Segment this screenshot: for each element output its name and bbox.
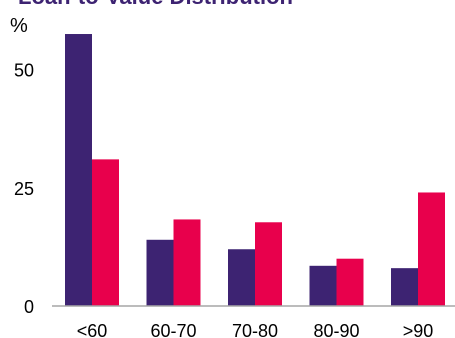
bar-series-1-cat-3: [336, 258, 364, 306]
bar-series-1-cat-0: [92, 159, 119, 306]
chart-title: Loan-to-Value Distribution: [18, 0, 293, 9]
y-tick-labels: 0 25 50: [14, 61, 34, 318]
x-tick-label-1: 60-70: [150, 321, 196, 338]
y-tick-label-1: 25: [14, 179, 34, 199]
x-tick-label-3: 80-90: [313, 321, 359, 338]
y-tick-label-0: 0: [24, 297, 34, 317]
bar-series-1-cat-4: [418, 192, 445, 306]
bar-series-0-cat-4: [391, 268, 418, 306]
bar-series-0-cat-3: [309, 265, 337, 306]
bar-series-1-cat-2: [255, 222, 282, 306]
y-unit-label: %: [10, 15, 28, 37]
x-tick-labels: <60 60-70 70-80 80-90 >90: [77, 321, 434, 338]
bar-series-0-cat-0: [65, 34, 92, 307]
bar-series-0-cat-2: [228, 249, 255, 306]
x-tick-label-0: <60: [77, 321, 108, 338]
bar-series-1-cat-1: [173, 219, 201, 306]
bar-series-0-cat-1: [146, 239, 174, 306]
bars-group: [65, 34, 445, 307]
x-tick-label-4: >90: [403, 321, 434, 338]
x-tick-label-2: 70-80: [232, 321, 278, 338]
y-tick-label-2: 50: [14, 61, 34, 81]
